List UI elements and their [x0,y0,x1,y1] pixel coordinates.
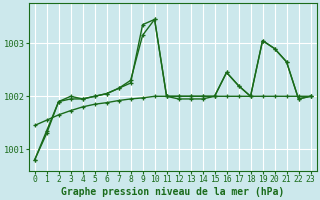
X-axis label: Graphe pression niveau de la mer (hPa): Graphe pression niveau de la mer (hPa) [61,186,284,197]
